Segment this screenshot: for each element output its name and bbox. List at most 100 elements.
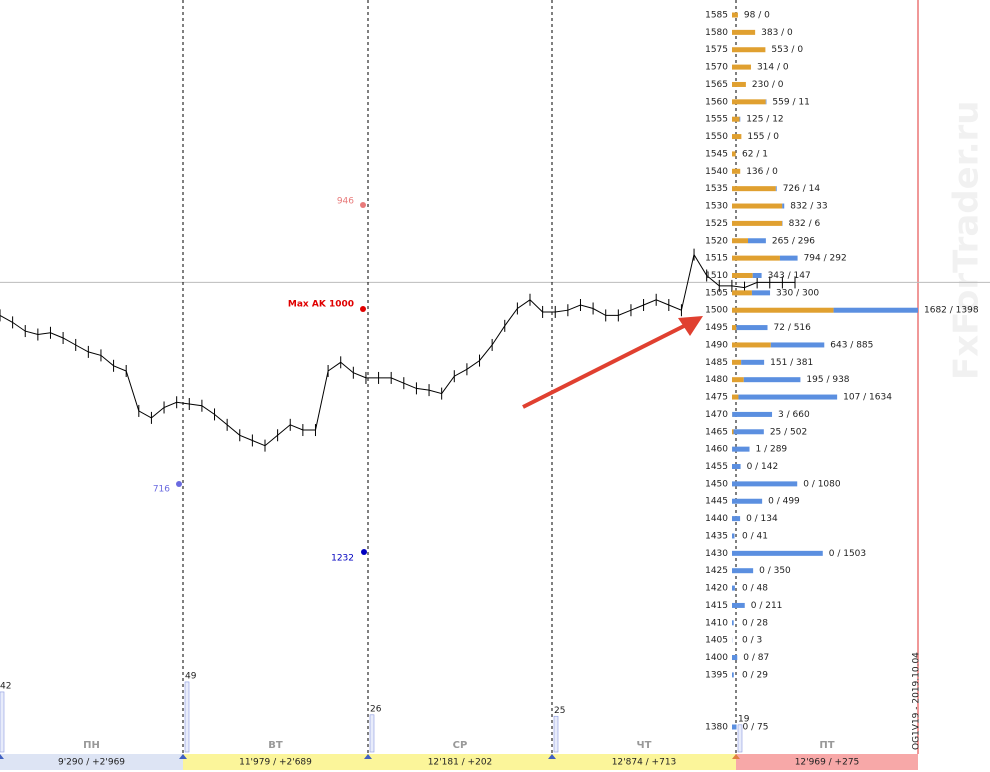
volume-segment (748, 238, 766, 244)
level-label: 0 / 3 (742, 636, 762, 646)
price-level: 1585 (705, 11, 728, 21)
level-label: 136 / 0 (746, 167, 778, 177)
level-label: 0 / 350 (759, 566, 791, 576)
day-marker (0, 754, 4, 759)
volume-segment (765, 99, 767, 105)
level-label: 107 / 1634 (843, 393, 892, 403)
volume-segment (732, 464, 741, 470)
price-level: 1565 (705, 80, 728, 90)
day-band (736, 754, 918, 770)
level-label: 0 / 1080 (803, 479, 841, 489)
volume-segment (732, 359, 742, 365)
volume-segment (732, 272, 753, 278)
day-stats: 9'290 / +2'969 (58, 758, 125, 768)
volume-segment (732, 255, 780, 261)
volume-segment (732, 238, 749, 244)
volume-segment (732, 29, 756, 35)
annotation-text: Max AK 1000 (288, 300, 354, 310)
price-level: 1515 (705, 254, 728, 264)
price-level: 1555 (705, 115, 728, 125)
price-level: 1480 (705, 375, 728, 385)
annotation-text: 1232 (331, 554, 354, 564)
level-label: 0 / 29 (742, 670, 768, 680)
level-label: 0 / 48 (742, 584, 768, 594)
price-level: 1425 (705, 566, 728, 576)
volume-segment (732, 550, 823, 556)
level-label: 0 / 87 (743, 653, 769, 663)
volume-segment (732, 342, 771, 348)
level-label: 643 / 885 (830, 340, 873, 350)
price-level: 1545 (705, 149, 728, 159)
price-level: 1495 (705, 323, 728, 333)
level-label: 726 / 14 (783, 184, 821, 194)
volume-segment (770, 342, 825, 348)
price-level: 1475 (705, 393, 728, 403)
price-level: 1580 (705, 28, 728, 38)
volume-segment (732, 568, 754, 574)
level-label: 383 / 0 (761, 28, 793, 38)
day-stats: 12'181 / +202 (428, 758, 493, 768)
volume-segment (732, 672, 734, 678)
instrument-label: OG1V19 - 2019.10.04 (912, 652, 922, 750)
annotation-dot (361, 549, 367, 555)
annotation-text: 946 (337, 197, 354, 207)
volume-segment (732, 377, 744, 383)
volume-segment (732, 220, 783, 226)
price-level: 1500 (705, 306, 728, 316)
level-label: 155 / 0 (747, 132, 779, 142)
volume-segment (732, 186, 776, 192)
volume-segment (752, 272, 762, 278)
level-label: 151 / 381 (770, 358, 813, 368)
volume-segment (732, 64, 751, 70)
price-line (0, 253, 795, 447)
volume-segment (732, 12, 738, 18)
volume-bar (0, 691, 5, 753)
arrow-shaft (522, 321, 691, 409)
price-level: 1450 (705, 479, 728, 489)
level-label: 72 / 516 (774, 323, 812, 333)
volume-segment (732, 724, 737, 730)
volume-segment (732, 290, 752, 296)
level-label: 0 / 1503 (829, 549, 866, 559)
level-label: 559 / 11 (772, 97, 809, 107)
level-label: 265 / 296 (772, 236, 815, 246)
level-label: 125 / 12 (746, 115, 783, 125)
price-level: 1435 (705, 531, 728, 541)
day-label: ЧТ (637, 740, 652, 751)
level-label: 0 / 499 (768, 497, 800, 507)
level-label: 25 / 502 (770, 427, 807, 437)
volume-segment (732, 81, 746, 87)
volume-segment (732, 168, 741, 174)
volume-segment (739, 116, 741, 122)
level-label: 314 / 0 (757, 63, 789, 73)
price-level: 1535 (705, 184, 728, 194)
level-label: 195 / 938 (806, 375, 849, 385)
day-label: ПН (83, 740, 100, 751)
volume-segment (736, 325, 768, 331)
price-level: 1440 (705, 514, 728, 524)
volume-segment (732, 116, 740, 122)
price-level: 1550 (705, 132, 728, 142)
day-label: ПТ (819, 740, 834, 751)
volume-segment (732, 655, 738, 661)
price-level: 1540 (705, 167, 728, 177)
price-level: 1420 (705, 584, 728, 594)
volume-label: 49 (185, 671, 197, 681)
volume-segment (782, 203, 785, 209)
day-band (368, 754, 552, 770)
price-level: 1415 (705, 601, 728, 611)
volume-label: 25 (554, 706, 565, 716)
level-label: 832 / 33 (790, 202, 827, 212)
price-level: 1380 (705, 723, 728, 733)
price-level: 1505 (705, 288, 728, 298)
volume-segment (732, 429, 734, 435)
volume-segment (732, 394, 739, 400)
level-label: 230 / 0 (752, 80, 784, 90)
price-level: 1445 (705, 497, 728, 507)
volume-segment (732, 516, 741, 522)
level-label: 0 / 75 (743, 723, 769, 733)
annotation-text: 716 (153, 485, 170, 495)
price-level: 1525 (705, 219, 728, 229)
volume-segment (741, 359, 765, 365)
